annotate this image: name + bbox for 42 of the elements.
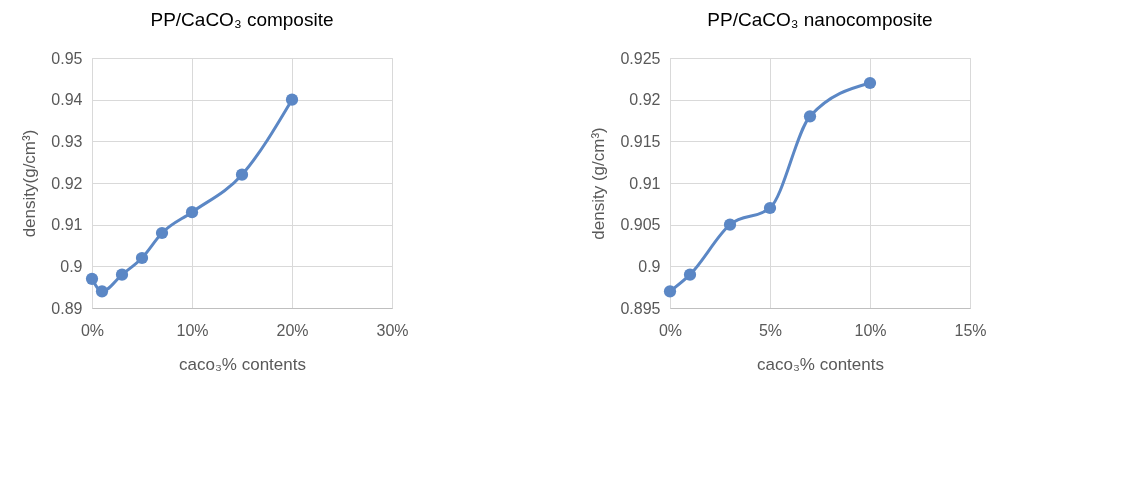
x-tick-label: 30% (376, 321, 409, 339)
x-tick-label: 0% (80, 321, 105, 339)
y-tick-label: 0.92 (51, 174, 83, 192)
point (235, 168, 249, 181)
y-tick-label: 0.905 (620, 216, 661, 234)
point (95, 285, 109, 298)
x-axis-title: caco₃% contents (179, 354, 306, 374)
y-tick-label: 0.94 (51, 91, 83, 109)
x-axis-title: caco₃% contents (757, 354, 884, 374)
y-tick-label: 0.92 (629, 91, 661, 109)
point (155, 226, 169, 240)
y-tick-label: 0.895 (620, 299, 661, 317)
point (135, 251, 149, 265)
x-tick-label: 10% (176, 321, 209, 339)
x-tick-label: 15% (954, 321, 987, 339)
y-tick-label: 0.89 (51, 299, 83, 317)
x-tick-label: 0% (658, 321, 683, 339)
y-tick-label: 0.9 (60, 257, 83, 275)
point (85, 272, 99, 285)
y-tick-label: 0.91 (51, 216, 83, 234)
chart-title: PP/CaCO₃ composite (150, 9, 334, 30)
point (863, 76, 877, 90)
point (803, 110, 817, 123)
y-axis-title: density(g/cm³) (20, 129, 40, 238)
y-tick-label: 0.9 (638, 257, 661, 275)
y-tick-label: 0.91 (629, 174, 661, 192)
x-tick-label: 10% (854, 321, 887, 339)
x-tick-label: 5% (758, 321, 783, 339)
point (285, 93, 299, 106)
y-axis-title: density (g/cm³) (589, 127, 609, 240)
point (115, 268, 129, 281)
point (723, 218, 737, 231)
x-tick-label: 20% (276, 321, 309, 339)
chart-title: PP/CaCO₃ nanocomposite (707, 9, 933, 30)
point (185, 206, 199, 219)
y-tick-label: 0.915 (620, 132, 661, 150)
y-tick-label: 0.95 (51, 49, 83, 67)
point (663, 285, 677, 298)
point (683, 268, 697, 281)
y-tick-label: 0.925 (620, 49, 661, 67)
y-tick-label: 0.93 (51, 132, 83, 150)
point (763, 201, 777, 215)
